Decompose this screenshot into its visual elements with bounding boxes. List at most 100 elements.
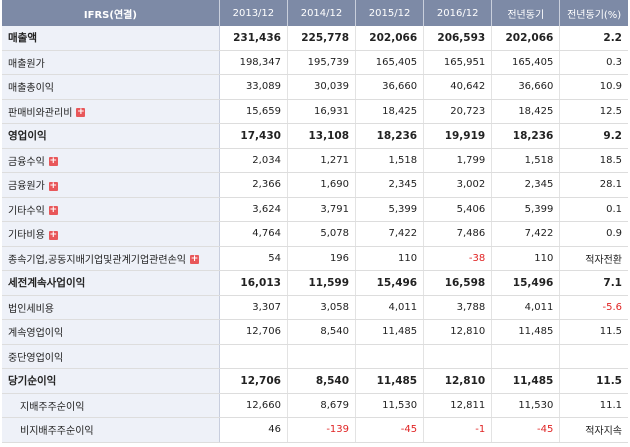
value-cell: 33,089 [219,74,288,100]
table-row: 중단영업이익 [2,344,628,369]
value-cell: 46 [219,417,288,443]
row-label: 금융원가 [8,181,45,193]
value-cell: -139 [287,417,357,443]
row-label-cell[interactable]: 기타수익 + [2,197,220,222]
value-cell: 0.9 [559,221,628,247]
value-cell: 12,706 [219,368,288,394]
row-label-cell[interactable]: 기타비용 + [2,221,220,247]
expand-plus-icon[interactable]: + [48,156,58,167]
row-label-cell: 법인세비용 [2,295,220,320]
row-label: 판매비와관리비 [8,107,73,119]
value-cell: 11,485 [355,319,425,345]
value-cell: 110 [491,246,561,271]
value-cell: 4,011 [491,295,561,320]
table-row: 지배주주순이익 12,660 8,679 11,530 12,811 11,530 11.1 [2,393,628,418]
value-cell: 7,422 [355,221,425,247]
header-col: 2014/12 [287,0,357,26]
value-cell: 11,485 [355,368,425,394]
value-cell: 36,660 [491,74,561,100]
header-col: 전년동기 [491,0,561,26]
value-cell: 19,919 [423,123,493,149]
expand-plus-icon[interactable]: + [48,205,58,216]
value-cell: 1,690 [287,172,357,198]
value-cell [559,344,628,369]
value-cell: 202,066 [355,26,425,51]
value-cell: 1,518 [355,148,425,173]
value-cell: 11.1 [559,393,628,418]
value-cell: 3,624 [219,197,288,222]
row-label: 종속기업,공동지배기업및관계기업관련손익 [8,254,186,266]
table-row: 비지배주주순이익 46 -139 -45 -1 -45 적자지속 [2,417,628,443]
expand-plus-icon[interactable]: + [76,107,86,118]
row-label-cell[interactable]: 판매비와관리비 + [2,99,220,124]
row-label-cell[interactable]: 금융원가 + [2,172,220,198]
table-row: 법인세비용 3,307 3,058 4,011 3,788 4,011 -5.6 [2,295,628,320]
value-cell: 2,366 [219,172,288,198]
value-cell: 195,739 [287,50,357,75]
value-cell: 28.1 [559,172,628,198]
row-label: 기타비용 [8,230,45,242]
row-label-cell: 비지배주주순이익 [2,417,220,443]
value-cell: 5,399 [355,197,425,222]
value-cell: 15,496 [491,270,561,296]
row-label: 비지배주주순이익 [20,426,94,438]
value-cell: 3,788 [423,295,493,320]
value-cell: 30,039 [287,74,357,100]
row-label-cell: 세전계속사업이익 [2,270,220,296]
value-cell: 11.5 [559,319,628,345]
row-label: 영업이익 [8,130,47,143]
row-label: 법인세비용 [8,303,54,315]
value-cell: 15,496 [355,270,425,296]
table-row: 기타비용 +4,764 5,078 7,422 7,486 7,422 0.9 [2,221,628,247]
table-row: 매출총이익 33,089 30,039 36,660 40,642 36,660 10.9 [2,74,628,100]
value-cell: 5,399 [491,197,561,222]
value-cell: 16,931 [287,99,357,124]
table-row: 세전계속사업이익 16,013 11,599 15,496 16,598 15,496 7.… [2,270,628,296]
value-cell: 110 [355,246,425,271]
value-cell [287,344,357,369]
value-cell: 4,011 [355,295,425,320]
value-cell: -1 [423,417,493,443]
row-label-cell: 계속영업이익 [2,319,220,345]
value-cell: 225,778 [287,26,357,51]
row-label-cell: 매출총이익 [2,74,220,100]
value-cell: 적자지속 [559,417,628,443]
value-cell: 적자전환 [559,246,628,271]
row-label-cell: 당기순이익 [2,368,220,394]
value-cell: 2.2 [559,26,628,51]
value-cell: -45 [491,417,561,443]
expand-plus-icon[interactable]: + [48,180,58,191]
table-row: 매출원가 198,347 195,739 165,405 165,951 165,405 0… [2,50,628,75]
value-cell: 12,660 [219,393,288,418]
value-cell: 8,540 [287,319,357,345]
value-cell: 11,485 [491,368,561,394]
expand-plus-icon[interactable]: + [48,229,58,240]
value-cell: 16,013 [219,270,288,296]
value-cell: 8,679 [287,393,357,418]
header-col: 2016/12 [423,0,493,26]
expand-plus-icon[interactable]: + [189,254,199,265]
row-label-cell[interactable]: 금융수익 + [2,148,220,173]
header-col: 2015/12 [355,0,425,26]
table-row: 매출액 231,436 225,778 202,066 206,593 202,066 2.… [2,26,628,51]
value-cell: 13,108 [287,123,357,149]
table-row: 영업이익 17,430 13,108 18,236 19,919 18,236 9.2 [2,123,628,149]
value-cell: 196 [287,246,357,271]
value-cell: 165,405 [355,50,425,75]
value-cell: 4,764 [219,221,288,247]
value-cell: 165,951 [423,50,493,75]
value-cell: 5,406 [423,197,493,222]
row-label: 매출액 [8,32,37,45]
value-cell: 3,307 [219,295,288,320]
value-cell [423,344,493,369]
value-cell: 1,518 [491,148,561,173]
value-cell: 12,706 [219,319,288,345]
row-label-cell[interactable]: 종속기업,공동지배기업및관계기업관련손익 + [2,246,220,271]
value-cell: -45 [355,417,425,443]
value-cell: 17,430 [219,123,288,149]
value-cell: 11,530 [355,393,425,418]
value-cell [355,344,425,369]
row-label: 당기순이익 [8,375,57,388]
row-label: 계속영업이익 [8,328,64,340]
value-cell: 198,347 [219,50,288,75]
